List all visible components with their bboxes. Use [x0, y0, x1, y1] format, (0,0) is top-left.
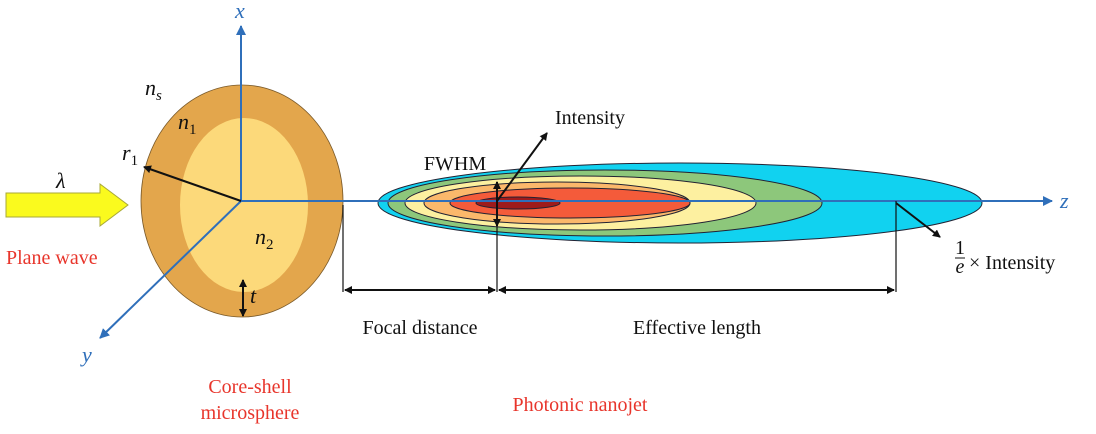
n-s-label: ns: [145, 75, 162, 104]
focal-distance-label: Focal distance: [363, 317, 478, 339]
jet-contour-darkred: [475, 196, 561, 210]
core-shell-label-line2: microsphere: [201, 402, 300, 424]
effective-length-label: Effective length: [633, 317, 761, 339]
microsphere-core: [180, 118, 308, 292]
z-axis-label: z: [1059, 188, 1069, 213]
inv-e-intensity-label: 1 e × Intensity: [955, 237, 1055, 278]
y-axis-label: y: [80, 342, 92, 367]
svg-text:1: 1: [955, 237, 965, 259]
photonic-nanojet: [377, 162, 983, 244]
svg-text:e: e: [956, 256, 965, 278]
n-2-label: n2: [255, 224, 274, 253]
lambda-label: λ: [55, 168, 66, 193]
plane-wave-label: Plane wave: [6, 247, 98, 269]
x-axis-label: x: [234, 0, 245, 23]
radius-arrow: [143, 165, 242, 202]
intensity-arrow: [496, 132, 548, 202]
photonic-nanojet-label: Photonic nanojet: [513, 394, 648, 416]
intensity-label: Intensity: [555, 107, 625, 129]
t-label: t: [250, 283, 257, 308]
core-shell-label-line1: Core-shell: [208, 376, 292, 398]
svg-text:× Intensity: × Intensity: [969, 252, 1055, 274]
plane-wave-arrow: [5, 183, 129, 227]
jet-contour-red: [449, 187, 691, 219]
fwhm-label: FWHM: [424, 153, 486, 175]
n-1-label: n1: [178, 109, 197, 138]
y-axis: [99, 200, 242, 339]
r-1-label: r1: [122, 140, 138, 169]
inv-e-intensity-arrow: [895, 202, 941, 238]
